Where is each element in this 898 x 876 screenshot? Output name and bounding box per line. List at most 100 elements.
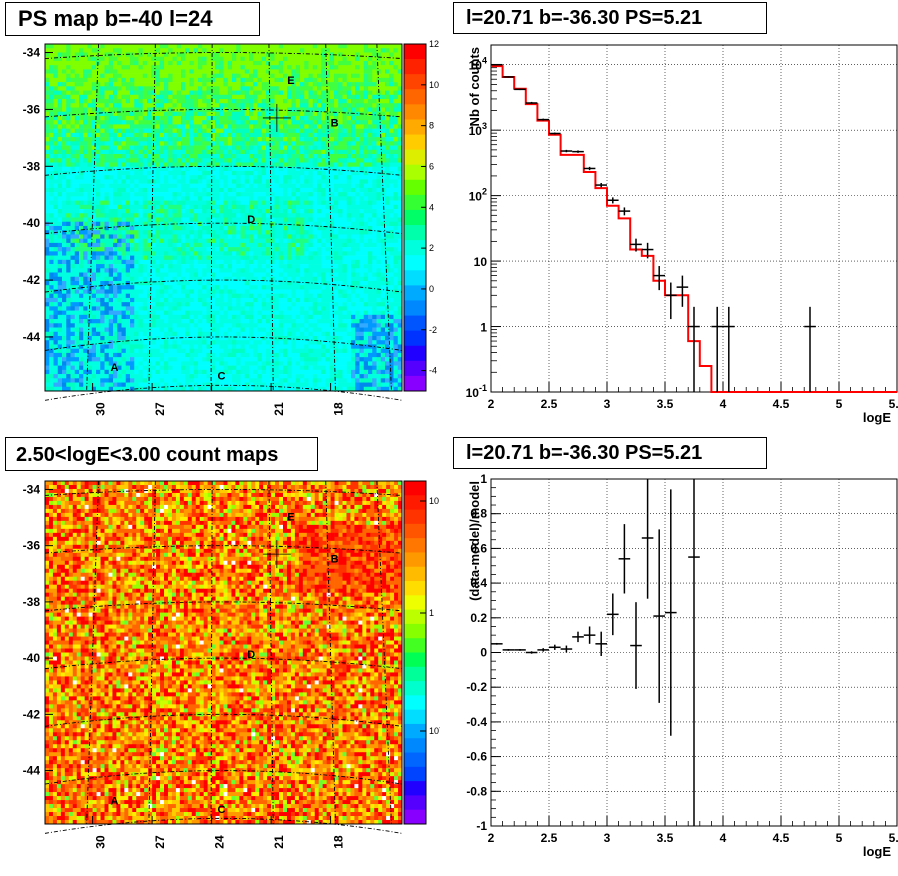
colorbar-step [404, 270, 426, 285]
residual-point [503, 649, 515, 651]
colorbar-step [404, 695, 426, 710]
map-pixels [45, 44, 402, 391]
x-tick-label: 5.5 [889, 397, 898, 411]
colorbar-step [404, 581, 426, 596]
residual-panel: 22.533.544.555.510.80.60.40.20-0.2-0.4-0… [445, 434, 898, 871]
colorbar-step [404, 361, 426, 376]
colorbar-step [404, 180, 426, 195]
colorbar-tick-label: 10-1 [429, 725, 440, 736]
x-tick-label: 24 [213, 835, 227, 849]
x-tick-label: 27 [153, 402, 167, 416]
count-map-title: 2.50<logE<3.00 count maps [5, 437, 318, 471]
colorbar-step [404, 781, 426, 796]
x-tick-label: 2 [488, 397, 495, 411]
colorbar-step [404, 135, 426, 150]
source-label: A [110, 362, 118, 374]
x-tick-label: 4 [720, 831, 727, 845]
colorbar-step [404, 74, 426, 89]
x-tick-label: 4 [720, 397, 727, 411]
colorbar-step [404, 119, 426, 134]
residual-chart: 22.533.544.555.510.80.60.40.20-0.2-0.4-0… [445, 434, 898, 871]
colorbar: 10 1 10-1 [404, 481, 440, 824]
colorbar-step [404, 165, 426, 180]
colorbar-tick-label: 10 [429, 80, 439, 90]
colorbar-step [404, 150, 426, 165]
y-tick-label: -1 [476, 819, 487, 833]
colorbar-step [404, 59, 426, 74]
colorbar-step [404, 552, 426, 567]
colorbar-tick-label: 1 [429, 608, 434, 618]
x-tick-label: 5 [836, 831, 843, 845]
data-point [549, 133, 561, 135]
residual-point [491, 643, 503, 645]
colorbar-tick-label: -4 [429, 366, 437, 376]
y-tick-label: 1 [480, 321, 487, 335]
y-tick-label: -42 [23, 273, 41, 287]
colorbar-tick-label: 8 [429, 121, 434, 131]
y-tick-label: -36 [23, 539, 41, 553]
x-tick-label: 5 [836, 397, 843, 411]
y-tick-label: -36 [23, 102, 41, 116]
colorbar-step [404, 495, 426, 510]
x-tick-label: 2.5 [541, 397, 558, 411]
colorbar-tick-label: 10 [429, 496, 439, 506]
colorbar-step [404, 376, 426, 391]
x-tick-label: 21 [272, 402, 286, 416]
colorbar-tick-label: 12 [429, 39, 439, 49]
colorbar-step [404, 300, 426, 315]
y-axis-title: Nb of counts [467, 47, 482, 126]
x-axis-title: logE [863, 844, 891, 859]
colorbar-tick-label: 2 [429, 243, 434, 253]
colorbar-step [404, 638, 426, 653]
y-tick-label: -34 [23, 46, 41, 60]
source-label: E [287, 75, 294, 87]
colorbar-step [404, 524, 426, 539]
y-tick-label: -0.2 [466, 680, 487, 694]
source-label: C [218, 371, 226, 383]
x-tick-label: 5.5 [889, 831, 898, 845]
residual-point [514, 649, 526, 651]
x-tick-label: 3.5 [657, 397, 674, 411]
map-pixels [45, 481, 402, 824]
colorbar-step [404, 710, 426, 725]
y-tick-label: -0.8 [466, 784, 487, 798]
y-tick-label: -44 [23, 764, 41, 778]
y-tick-label: -44 [23, 330, 41, 344]
colorbar-step [404, 595, 426, 610]
colorbar-step [404, 285, 426, 300]
data-point [503, 76, 515, 77]
colorbar-step [404, 681, 426, 696]
x-tick-label: 18 [332, 835, 346, 849]
colorbar-step [404, 89, 426, 104]
y-tick-label: -0.4 [466, 715, 487, 729]
colorbar-step [404, 255, 426, 270]
colorbar-step [404, 346, 426, 361]
colorbar-step [404, 610, 426, 625]
x-tick-label: 3 [604, 397, 611, 411]
y-tick-label: -38 [23, 159, 41, 173]
y-tick-label: -0.6 [466, 750, 487, 764]
x-tick-label: 27 [153, 835, 167, 849]
colorbar-tick-label: 4 [429, 202, 434, 212]
y-tick-label: -42 [23, 707, 41, 721]
residual-plot-area: 22.533.544.555.510.80.60.40.20-0.2-0.4-0… [466, 472, 898, 859]
x-tick-label: 18 [332, 402, 346, 416]
x-tick-label: 2 [488, 831, 495, 845]
x-tick-label: 24 [213, 402, 227, 416]
x-tick-label: 21 [272, 835, 286, 849]
colorbar-step [404, 767, 426, 782]
colorbar-step [404, 316, 426, 331]
colorbar-step [404, 481, 426, 496]
spectrum-title: l=20.71 b=-36.30 PS=5.21 [453, 2, 767, 34]
ps-map-title: PS map b=-40 l=24 [5, 2, 260, 36]
source-label: E [287, 511, 294, 523]
colorbar-step [404, 510, 426, 525]
colorbar-tick-label: -2 [429, 325, 437, 335]
colorbar-step [404, 210, 426, 225]
